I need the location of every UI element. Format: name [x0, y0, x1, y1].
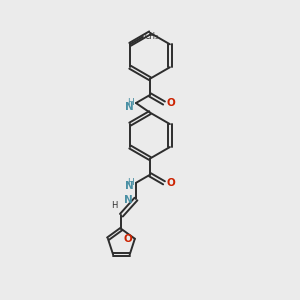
Text: N: N: [124, 195, 132, 205]
Text: H: H: [127, 178, 134, 187]
Text: N: N: [125, 102, 134, 112]
Text: N: N: [125, 182, 134, 191]
Text: O: O: [123, 234, 132, 244]
Text: H: H: [127, 98, 134, 107]
Text: CH₃: CH₃: [144, 32, 158, 41]
Text: O: O: [167, 98, 175, 108]
Text: H: H: [111, 201, 117, 210]
Text: O: O: [167, 178, 175, 188]
